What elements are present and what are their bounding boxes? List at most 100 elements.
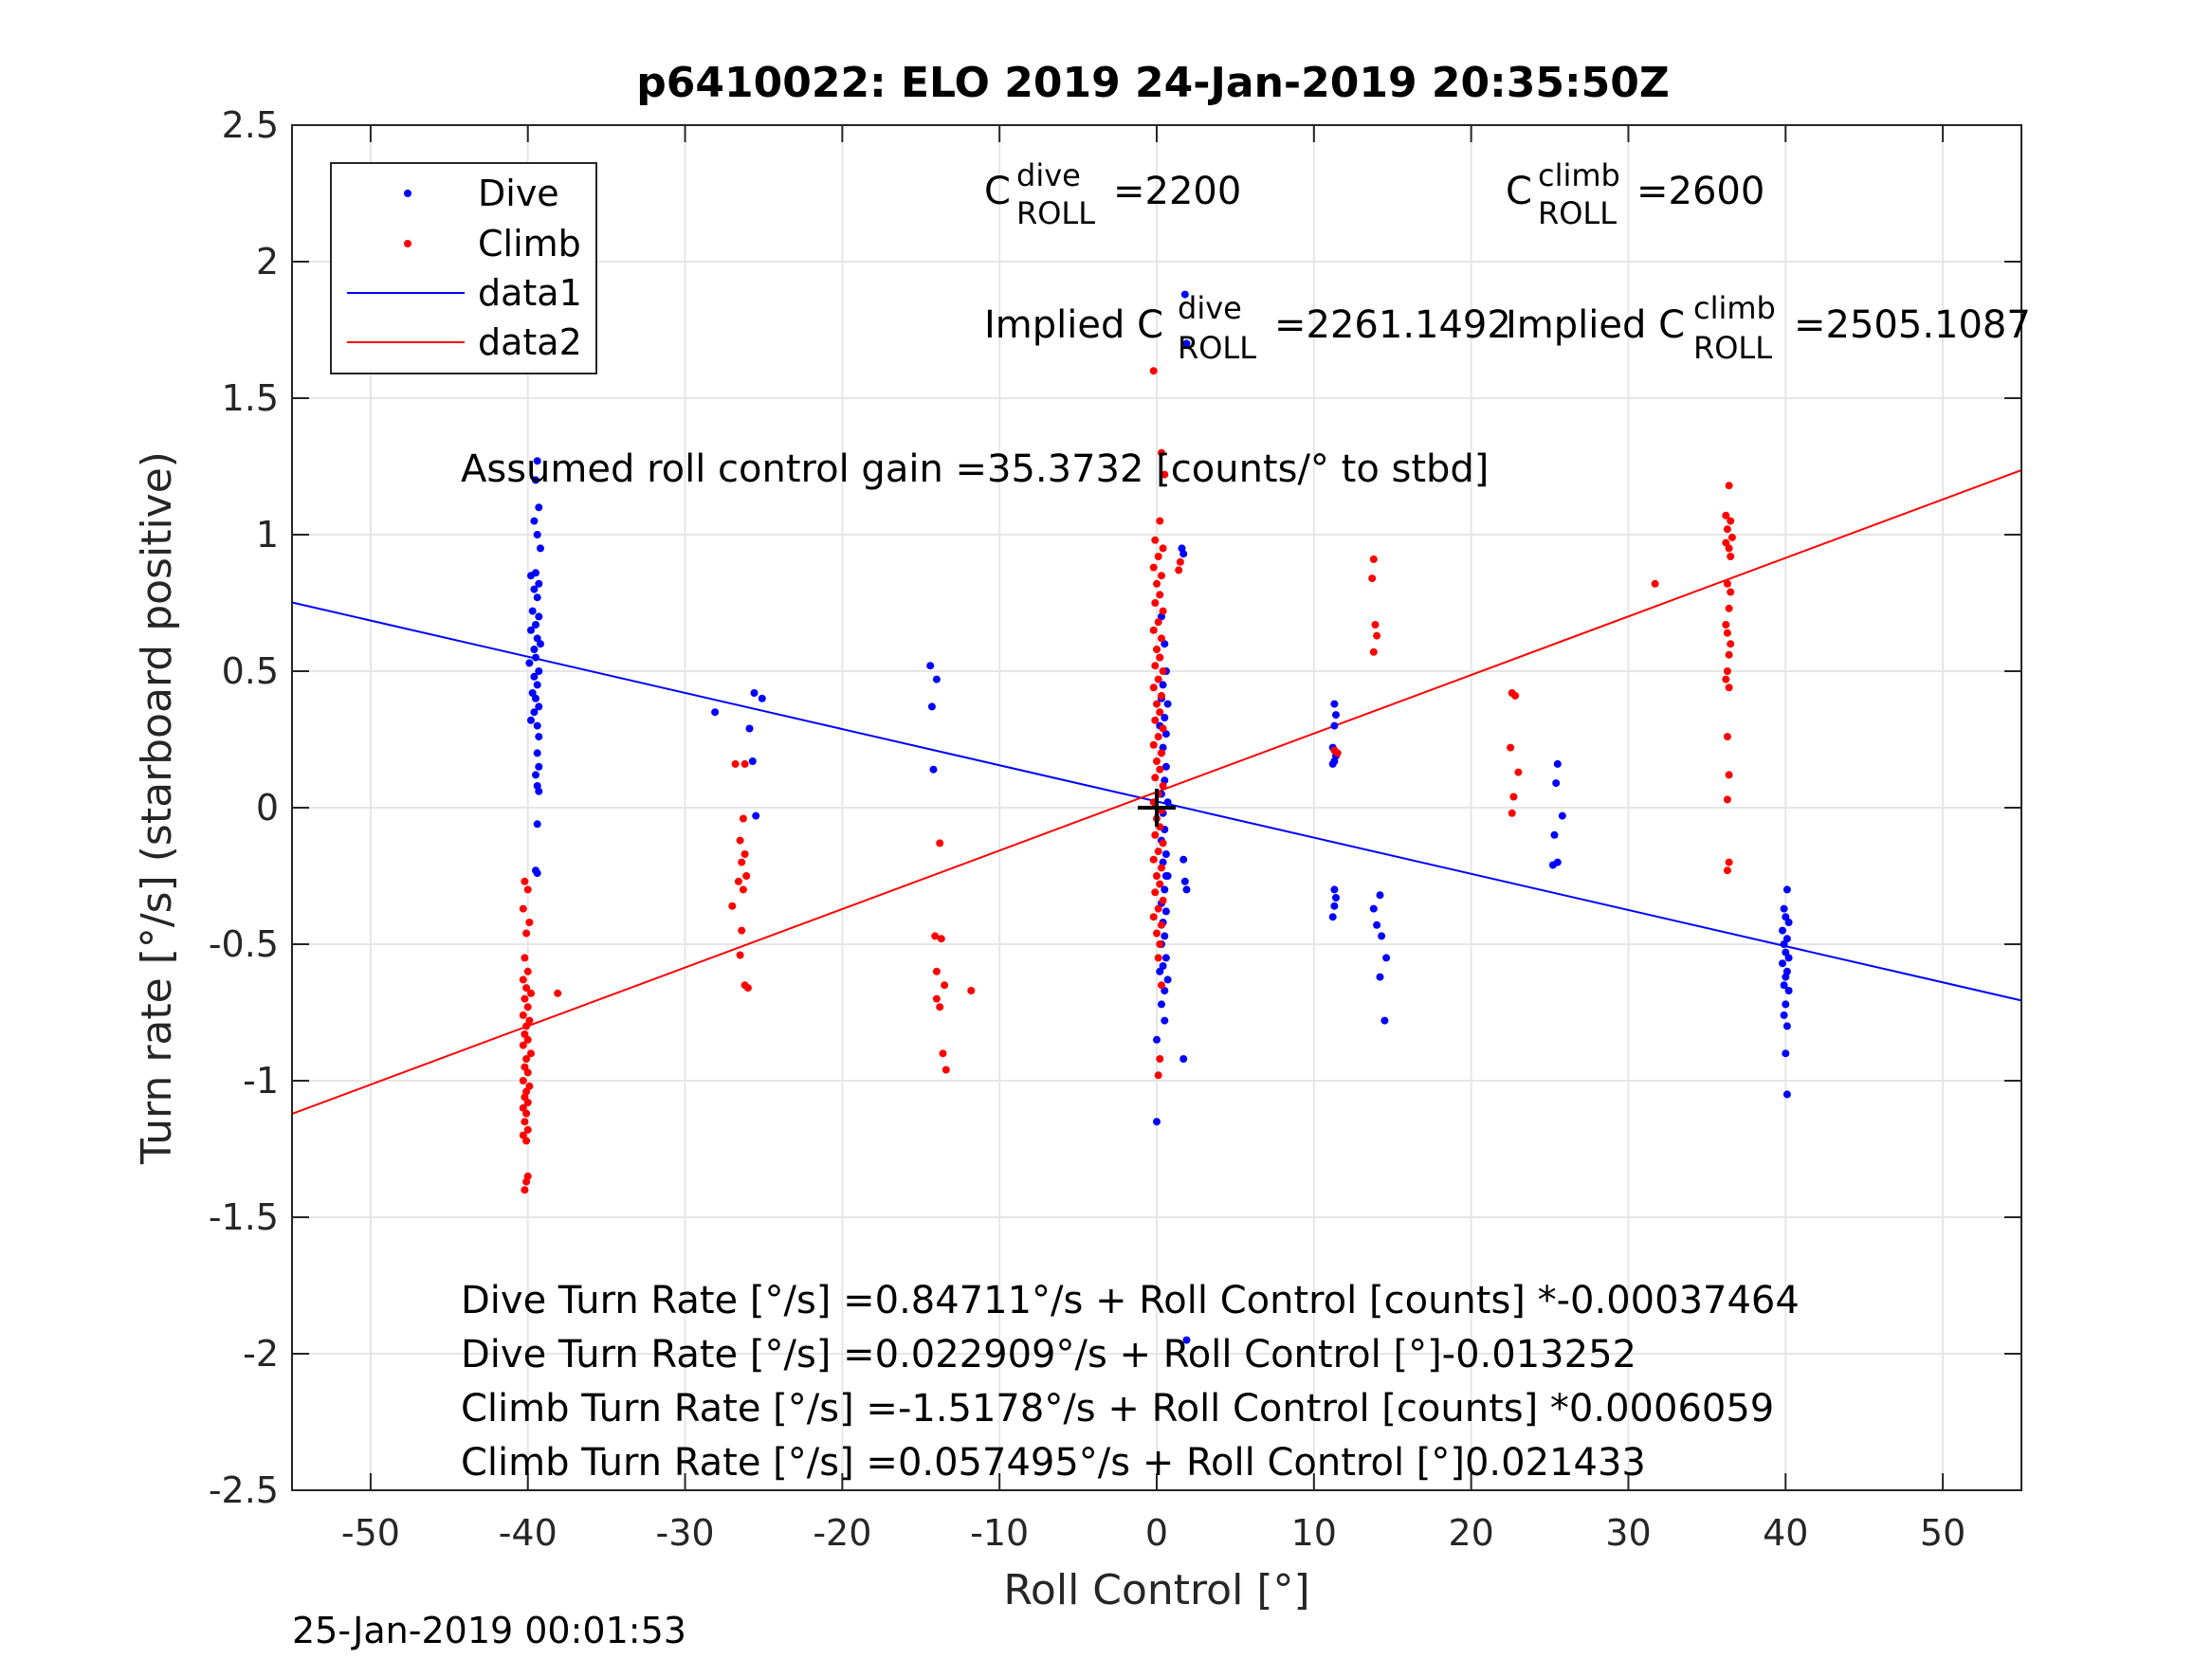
dive-point <box>1782 1022 1791 1030</box>
dive-point <box>532 771 539 779</box>
fit-equations: Dive Turn Rate [°/s] =0.84711°/s + Roll … <box>461 1279 1800 1485</box>
dive-point <box>1330 700 1339 708</box>
climb-point <box>1158 921 1165 929</box>
dive-point <box>532 694 539 702</box>
climb-point <box>1153 757 1161 765</box>
dive-point <box>532 653 539 662</box>
climb-point <box>522 1137 531 1145</box>
dive-point <box>1330 902 1339 910</box>
dive-point <box>1161 640 1169 648</box>
dive-point <box>1779 959 1786 968</box>
dive-point <box>1782 1049 1790 1058</box>
dive-point <box>533 531 541 538</box>
climb-point <box>1154 553 1162 560</box>
dive-point <box>1161 987 1169 994</box>
dive-point <box>1782 1000 1790 1009</box>
climb-point <box>1158 749 1165 757</box>
dive-point <box>1179 1055 1188 1063</box>
dive-point <box>530 672 539 681</box>
climb-point <box>1509 793 1518 801</box>
legend[interactable]: Dive Climb data1 data2 <box>330 162 597 374</box>
climb-point <box>1159 782 1167 790</box>
climb-point <box>554 989 562 997</box>
dive-point <box>533 634 541 643</box>
climb-point <box>523 1068 532 1077</box>
climb-point <box>523 885 532 894</box>
climb-point <box>936 1003 944 1012</box>
x-axis-label: Roll Control [°] <box>1003 1566 1309 1614</box>
climb-point <box>1725 771 1733 779</box>
y-ticks: -2.5 -2 -1.5 -1 -0.5 0 0.5 1 1.5 2 2.5 <box>209 104 2021 1511</box>
dive-point <box>1330 721 1339 730</box>
climb-point <box>1161 470 1169 479</box>
c-dive-base: C <box>984 170 1011 213</box>
y-tick-label: -0.5 <box>209 923 279 965</box>
dive-point <box>1161 885 1169 894</box>
climb-point <box>1154 618 1162 627</box>
climb-point <box>521 877 529 885</box>
dive-point <box>1376 973 1384 981</box>
dive-point <box>1179 855 1188 864</box>
climb-point <box>1159 839 1167 848</box>
climb-point <box>1153 646 1161 653</box>
dive-point <box>1780 904 1788 913</box>
x-tick-label: 0 <box>1145 1512 1168 1554</box>
climb-point <box>1159 544 1167 553</box>
climb-point <box>1371 621 1380 629</box>
climb-point <box>932 994 941 1003</box>
climb-point <box>939 1049 947 1058</box>
climb-point <box>967 987 976 994</box>
climb-point <box>525 919 534 926</box>
implied-dive-sub: ROLL <box>1178 330 1256 366</box>
climb-point <box>525 1016 534 1025</box>
climb-point <box>931 932 940 940</box>
climb-point <box>1154 904 1162 913</box>
x-tick-label: -20 <box>813 1512 871 1554</box>
implied-dive-annotation: Implied C dive ROLL =2261.1492 <box>984 290 1511 366</box>
climb-point <box>1151 662 1160 670</box>
climb-point <box>1151 888 1160 897</box>
dive-point <box>1782 948 1790 957</box>
dive-point <box>1782 973 1790 981</box>
climb-point <box>1722 675 1730 684</box>
climb-point <box>519 975 527 984</box>
legend-data2-label: data2 <box>478 321 582 363</box>
dive-point <box>929 765 938 774</box>
y-tick-label: 1 <box>256 514 279 556</box>
x-tick-label: 50 <box>1920 1512 1965 1554</box>
y-tick-label: -1.5 <box>209 1196 279 1238</box>
dive-point <box>530 585 539 593</box>
climb-point <box>1156 591 1164 599</box>
dive-point <box>1782 885 1791 894</box>
climb-point <box>739 814 747 823</box>
climb-point <box>1151 774 1160 782</box>
climb-point <box>1151 599 1160 607</box>
c-dive-sub: ROLL <box>1016 195 1095 231</box>
y-tick-label: -2.5 <box>209 1469 279 1511</box>
dive-point <box>1159 681 1167 689</box>
dive-point <box>532 621 539 629</box>
dive-point <box>1161 762 1170 771</box>
dive-point <box>752 811 760 820</box>
climb-point <box>1723 579 1731 588</box>
climb-point <box>519 1103 527 1112</box>
climb-point <box>739 885 747 894</box>
climb-point <box>523 1099 532 1106</box>
c-climb-sup: climb <box>1538 157 1620 193</box>
x-tick-label: -10 <box>970 1512 1029 1554</box>
climb-point <box>527 989 535 997</box>
dive-point <box>1332 894 1340 902</box>
climb-point <box>1723 866 1731 875</box>
dive-point <box>711 708 720 717</box>
climb-point <box>1149 563 1158 572</box>
dive-point <box>1163 700 1172 708</box>
dive-point <box>533 869 541 878</box>
c-dive-annotation: C dive ROLL =2200 <box>984 157 1241 231</box>
fit-equation-4: Climb Turn Rate [°/s] =0.057495°/s + Rol… <box>461 1441 1646 1485</box>
climb-point <box>1725 482 1733 490</box>
climb-point <box>1151 830 1160 839</box>
dive-point <box>1161 714 1169 721</box>
dive-point <box>926 662 935 670</box>
x-tick-label: -50 <box>341 1512 400 1554</box>
climb-point <box>1149 626 1158 634</box>
